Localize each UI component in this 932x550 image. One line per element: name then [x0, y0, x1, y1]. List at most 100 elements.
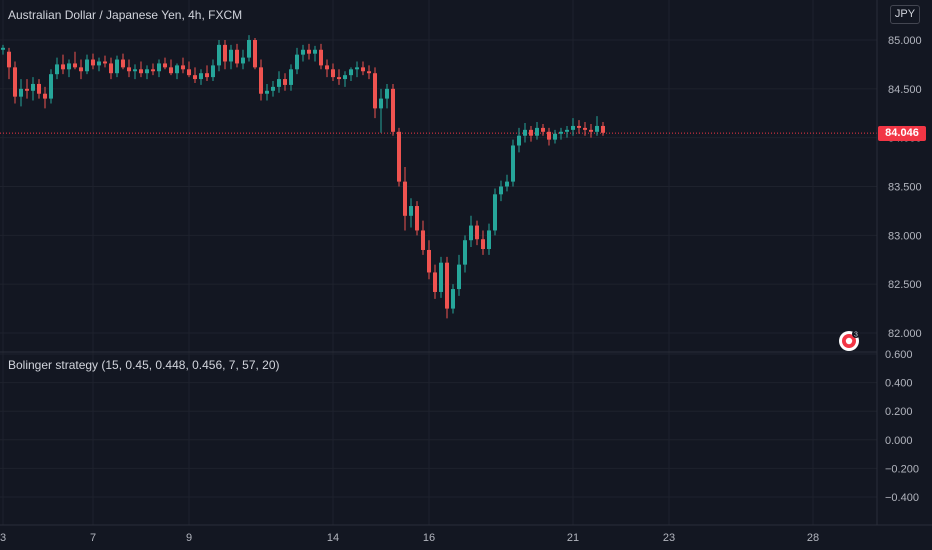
candle-body — [199, 73, 203, 80]
candle-body — [391, 88, 395, 132]
candle — [295, 47, 299, 75]
candle-body — [403, 181, 407, 216]
candle-body — [559, 131, 563, 134]
candle — [511, 139, 515, 187]
candle-body — [253, 40, 257, 68]
candle-body — [571, 125, 575, 130]
candle — [25, 79, 29, 99]
candle-body — [355, 67, 359, 70]
candle — [1, 44, 5, 55]
candle-body — [307, 49, 311, 54]
candle-body — [583, 127, 587, 130]
candle-body — [523, 129, 527, 136]
candle-body — [319, 49, 323, 66]
candle-body — [457, 264, 461, 290]
time-tick-label: 16 — [423, 532, 435, 544]
candle-body — [289, 69, 293, 85]
candle-body — [85, 59, 89, 72]
candle-body — [547, 131, 551, 140]
candle-body — [325, 65, 329, 70]
indicator-axis[interactable]: −0.400 −0.200 0.000 0.200 0.400 0.600 — [885, 349, 919, 504]
candle-body — [445, 262, 449, 309]
candle-body — [553, 133, 557, 140]
candle-body — [373, 73, 377, 109]
candle-body — [337, 77, 341, 80]
candle — [403, 166, 407, 231]
candle — [361, 61, 365, 76]
candle — [553, 129, 557, 144]
last-price-label: 84.046 — [878, 125, 926, 141]
candle-body — [55, 64, 59, 75]
candle-body — [487, 230, 491, 250]
time-tick-label: 28 — [807, 532, 819, 544]
candle-body — [277, 79, 281, 87]
candle-body — [421, 230, 425, 250]
candle — [271, 81, 275, 97]
candle — [247, 35, 251, 62]
candle-body — [1, 47, 5, 50]
tradingview-logo-icon[interactable]: 3 — [838, 330, 860, 352]
candle-body — [19, 88, 23, 97]
candle — [367, 65, 371, 80]
candle-body — [175, 65, 179, 74]
candle-body — [439, 262, 443, 292]
candle-body — [121, 59, 125, 68]
candle-body — [205, 73, 209, 78]
time-axis[interactable]: 3 7 9 14 16 21 23 28 — [0, 532, 819, 544]
candle — [175, 63, 179, 80]
candle — [79, 59, 83, 80]
candle-body — [115, 59, 119, 74]
candle — [277, 71, 281, 93]
candle-body — [427, 249, 431, 273]
candle-body — [97, 61, 101, 66]
candle-body — [361, 67, 365, 72]
candle — [523, 123, 527, 143]
candle-body — [493, 194, 497, 231]
candle — [439, 256, 443, 298]
candle-body — [31, 83, 35, 91]
candle-body — [577, 125, 581, 128]
candle — [127, 59, 131, 78]
candle — [475, 220, 479, 246]
candle — [103, 55, 107, 68]
logo-dot — [845, 337, 853, 345]
candle — [283, 73, 287, 91]
candle — [505, 174, 509, 192]
price-tick-label: 84.500 — [888, 84, 922, 96]
candle — [487, 223, 491, 255]
candlestick-series — [1, 35, 605, 319]
indicator-label[interactable]: Bolinger strategy (15, 0.45, 0.448, 0.45… — [8, 358, 280, 372]
candle — [301, 44, 305, 62]
candle — [499, 180, 503, 202]
candle-body — [499, 186, 503, 195]
candle-body — [223, 44, 227, 62]
candle-body — [259, 67, 263, 94]
candle — [313, 45, 317, 62]
candle — [421, 220, 425, 255]
candle — [409, 198, 413, 228]
candle-body — [139, 69, 143, 74]
candle — [91, 53, 95, 70]
candle — [463, 235, 467, 273]
candle — [541, 123, 545, 136]
candle — [37, 79, 41, 99]
candle — [229, 44, 233, 70]
time-tick-label: 9 — [186, 532, 192, 544]
candle-body — [505, 181, 509, 187]
candle — [583, 122, 587, 136]
candle — [7, 47, 11, 80]
currency-badge[interactable]: JPY — [890, 5, 920, 24]
candle — [13, 61, 17, 104]
price-axis[interactable]: 82.00082.50083.00083.50084.00084.50085.0… — [888, 35, 922, 340]
candle — [445, 256, 449, 319]
candle-body — [469, 225, 473, 241]
candle — [121, 53, 125, 70]
candle-body — [187, 69, 191, 76]
candle — [589, 123, 593, 138]
candle — [97, 57, 101, 72]
candle-body — [595, 125, 599, 132]
candle-body — [181, 65, 185, 70]
candle-body — [73, 63, 77, 68]
candle-body — [481, 239, 485, 250]
